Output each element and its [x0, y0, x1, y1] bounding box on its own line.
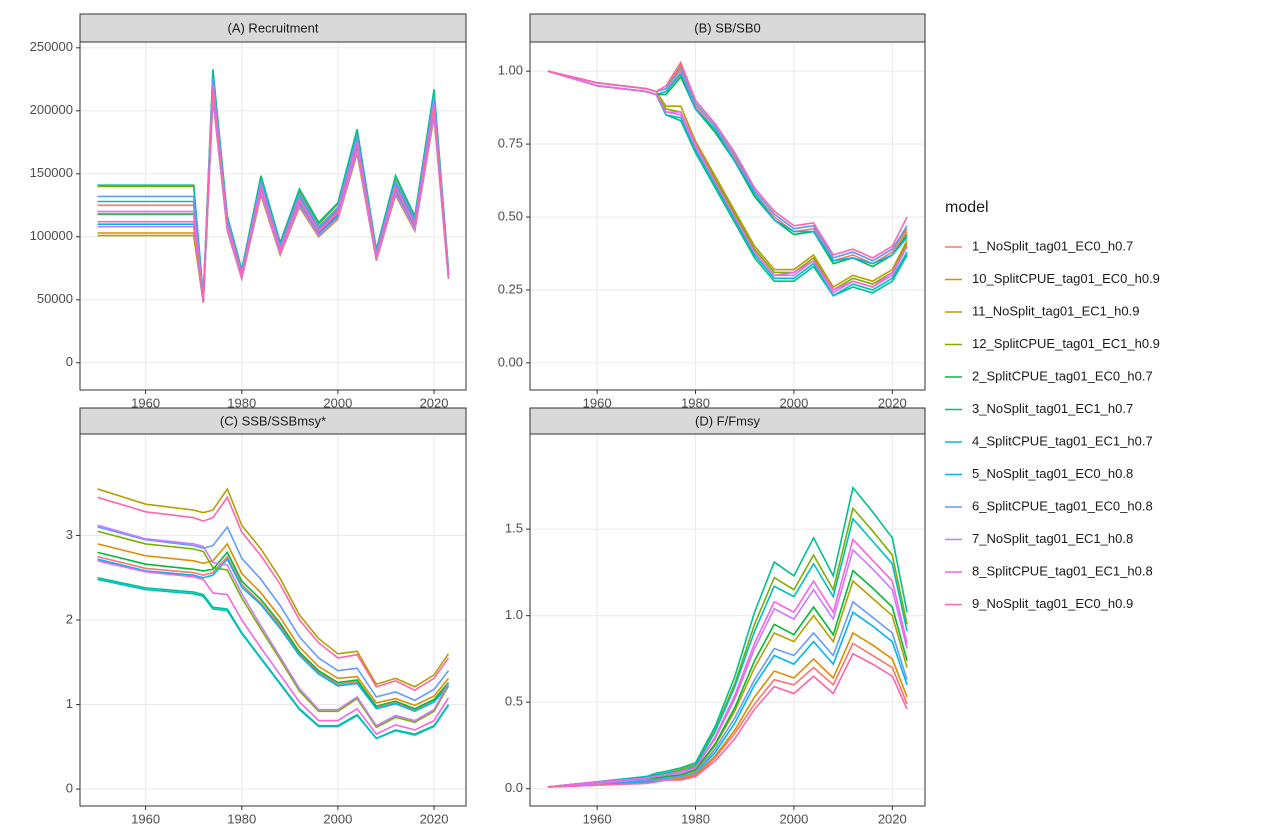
y-tick-label: 150000: [30, 165, 73, 180]
series-line: [547, 652, 908, 788]
legend-label: 7_NoSplit_tag01_EC1_h0.8: [972, 531, 1133, 546]
x-tick-label: 2020: [878, 395, 907, 410]
series-line: [97, 530, 450, 729]
legend-label: 3_NoSplit_tag01_EC1_h0.7: [972, 401, 1133, 416]
y-tick-label: 0.0: [505, 780, 523, 795]
panel-title: (B) SB/SB0: [694, 20, 760, 35]
y-tick-label: 50000: [37, 291, 73, 306]
series-line: [97, 88, 450, 301]
y-tick-label: 2: [66, 611, 73, 626]
legend-label: 6_SplitCPUE_tag01_EC0_h0.8: [972, 498, 1153, 513]
series-line: [97, 524, 450, 727]
series-line: [97, 542, 450, 707]
x-tick-label: 2000: [779, 811, 808, 826]
series-line: [547, 517, 908, 788]
series-line: [97, 487, 450, 688]
panel-border: [79, 41, 467, 391]
legend-label: 11_NoSplit_tag01_EC1_h0.9: [972, 303, 1139, 318]
plot-background: [530, 434, 925, 806]
y-tick-label: 0: [66, 781, 73, 796]
x-tick-label: 1960: [583, 395, 612, 410]
x-tick-label: 1960: [131, 395, 160, 410]
series-line: [547, 60, 908, 259]
y-tick-label: 0.25: [498, 281, 523, 296]
legend-label: 1_NoSplit_tag01_EC0_h0.7: [972, 238, 1133, 253]
strip: [79, 407, 467, 435]
series-line: [547, 485, 908, 788]
panel-title: (C) SSB/SSBmsy*: [220, 413, 326, 428]
strip: [79, 13, 467, 43]
y-tick-label: 0: [66, 354, 73, 369]
legend-label: 12_SplitCPUE_tag01_EC1_h0.9: [972, 336, 1160, 351]
series-line: [97, 550, 450, 710]
panel-title: (A) Recruitment: [227, 20, 318, 35]
series-line: [97, 495, 450, 692]
series-line: [547, 537, 908, 788]
legend-label: 10_SplitCPUE_tag01_EC0_h0.9: [972, 271, 1160, 286]
x-tick-label: 2020: [878, 811, 907, 826]
y-tick-label: 0.75: [498, 136, 523, 151]
y-tick-label: 0.5: [505, 694, 523, 709]
x-tick-label: 2000: [323, 395, 352, 410]
series-line: [97, 578, 450, 740]
y-tick-label: 0.00: [498, 354, 523, 369]
y-tick-label: 1: [66, 696, 73, 711]
strip: [529, 407, 926, 435]
y-tick-label: 3: [66, 527, 73, 542]
legend-label: 2_SplitCPUE_tag01_EC0_h0.7: [972, 368, 1153, 383]
x-tick-label: 2000: [323, 811, 352, 826]
legend-label: 9_NoSplit_tag01_EC0_h0.9: [972, 596, 1133, 611]
panel-border: [529, 41, 926, 391]
x-tick-label: 2020: [420, 395, 449, 410]
series-line: [97, 525, 450, 702]
panel-title: (D) F/Fmsy: [695, 413, 760, 428]
legend-label: 4_SplitCPUE_tag01_EC1_h0.7: [972, 433, 1153, 448]
y-tick-label: 0.50: [498, 208, 523, 223]
panel-border: [529, 433, 926, 807]
x-tick-label: 2000: [779, 395, 808, 410]
x-tick-label: 1980: [227, 811, 256, 826]
x-tick-label: 1980: [681, 395, 710, 410]
y-tick-label: 1.5: [505, 521, 523, 536]
series-line: [547, 569, 908, 788]
y-tick-label: 1.0: [505, 607, 523, 622]
y-tick-label: 250000: [30, 39, 73, 54]
y-tick-label: 1.00: [498, 63, 523, 78]
y-tick-label: 200000: [30, 102, 73, 117]
y-tick-label: 100000: [30, 228, 73, 243]
x-tick-label: 1960: [583, 811, 612, 826]
legend-title: model: [945, 199, 989, 216]
x-tick-label: 1980: [227, 395, 256, 410]
series-line: [547, 600, 908, 788]
x-tick-label: 2020: [420, 811, 449, 826]
strip: [529, 13, 926, 43]
legend-label: 8_SplitCPUE_tag01_EC1_h0.8: [972, 563, 1153, 578]
plot-background: [530, 42, 925, 390]
x-tick-label: 1980: [681, 811, 710, 826]
series-line: [97, 557, 450, 713]
panel-border: [79, 433, 467, 807]
series-line: [547, 70, 908, 291]
series-line: [97, 555, 450, 711]
legend-label: 5_NoSplit_tag01_EC0_h0.8: [972, 466, 1133, 481]
x-tick-label: 1960: [131, 811, 160, 826]
series-line: [97, 560, 450, 736]
